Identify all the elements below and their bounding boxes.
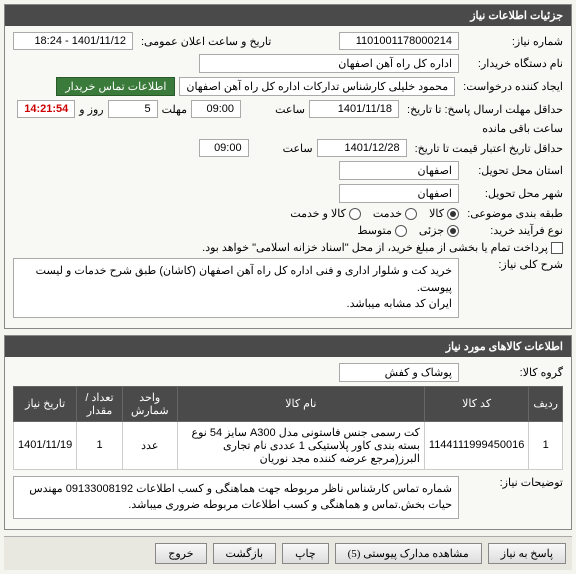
province-label: استان محل تحویل: (463, 164, 563, 177)
col-row: ردیف (529, 386, 563, 421)
need-no-value: 1101001178000214 (339, 32, 459, 50)
radio-service-circle (405, 208, 417, 220)
panel1-body: شماره نیاز: 1101001178000214 تاریخ و ساع… (5, 26, 571, 328)
print-button[interactable]: چاپ (282, 543, 329, 564)
radio-service[interactable]: خدمت (373, 207, 417, 220)
notes-text: شماره تماس کارشناس ناظر مربوطه جهت هماهن… (13, 476, 459, 519)
radio-service-label: خدمت (373, 207, 402, 220)
radio-partial[interactable]: جزئی (419, 224, 459, 237)
cell-name: کت رسمی جنس فاستونی مدل A300 سایز 54 نوع… (177, 421, 424, 469)
radio-goods-label: کالا (429, 207, 444, 220)
process-label: نوع فرآیند خرید: (463, 224, 563, 237)
cell-date: 1401/11/19 (14, 421, 77, 469)
summary-label: شرح کلی نیاز: (463, 258, 563, 271)
city-value: اصفهان (339, 184, 459, 203)
payment-checkbox (551, 242, 563, 254)
return-button[interactable]: بازگشت (213, 543, 277, 564)
radio-both-label: کالا و خدمت (290, 207, 346, 220)
requester-value: محمود خلیلی کارشناس تدارکات اداره کل راه… (179, 77, 455, 96)
validity-label: حداقل تاریخ اعتبار قیمت تا تاریخ: (411, 142, 563, 155)
province-value: اصفهان (339, 161, 459, 180)
buyer-label: نام دستگاه خریدار: (463, 57, 563, 70)
group-value: پوشاک و کفش (339, 363, 459, 382)
city-label: شهر محل تحویل: (463, 187, 563, 200)
cell-code: 1144111999450016 (424, 421, 528, 469)
radio-mid-circle (395, 225, 407, 237)
need-no-label: شماره نیاز: (463, 35, 563, 48)
exit-button[interactable]: خروج (155, 543, 206, 564)
announce-value: 1401/11/12 - 18:24 (13, 32, 133, 50)
radio-goods[interactable]: کالا (429, 207, 459, 220)
table-header-row: ردیف کد کالا نام کالا واحد شمارش تعداد /… (14, 386, 563, 421)
deadline-label: حداقل مهلت ارسال پاسخ: تا تاریخ: (403, 103, 563, 116)
subject-radio-group: کالا خدمت کالا و خدمت (290, 207, 459, 220)
footer-buttons: پاسخ به نیاز مشاهده مدارک پیوستی (5) چاپ… (4, 536, 572, 570)
col-name: نام کالا (177, 386, 424, 421)
col-unit: واحد شمارش (122, 386, 177, 421)
group-label: گروه کالا: (463, 366, 563, 379)
subject-label: طبقه بندی موضوعی: (463, 207, 563, 220)
radio-partial-label: جزئی (419, 224, 444, 237)
gap-label: مهلت (162, 103, 187, 116)
radio-both-circle (349, 208, 361, 220)
time-label-1: ساعت (245, 103, 305, 116)
validity-date: 1401/12/28 (317, 139, 407, 157)
contact-info-link[interactable]: اطلاعات تماس خریدار (56, 77, 175, 96)
announce-label: تاریخ و ساعت اعلان عمومی: (137, 35, 271, 48)
attachments-button[interactable]: مشاهده مدارک پیوستی (5) (335, 543, 482, 564)
cell-idx: 1 (529, 421, 563, 469)
summary-text: خرید کت و شلوار اداری و فنی اداره کل راه… (13, 258, 459, 318)
days-label: روز و (79, 103, 103, 116)
deadline-date: 1401/11/18 (309, 100, 399, 118)
deadline-time: 09:00 (191, 100, 241, 118)
radio-goods-circle (447, 208, 459, 220)
radio-mid[interactable]: متوسط (357, 224, 407, 237)
col-code: کد کالا (424, 386, 528, 421)
requester-label: ایجاد کننده درخواست: (459, 80, 563, 93)
table-row: 1 1144111999450016 کت رسمی جنس فاستونی م… (14, 421, 563, 469)
panel2-body: گروه کالا: پوشاک و کفش ردیف کد کالا نام … (5, 357, 571, 529)
goods-info-panel: اطلاعات کالاهای مورد نیاز گروه کالا: پوش… (4, 335, 572, 530)
radio-both[interactable]: کالا و خدمت (290, 207, 361, 220)
col-qty: تعداد / مقدار (77, 386, 122, 421)
notes-label: توضیحات نیاز: (463, 476, 563, 489)
radio-mid-label: متوسط (357, 224, 392, 237)
cell-qty: 1 (77, 421, 122, 469)
validity-time: 09:00 (199, 139, 249, 157)
radio-partial-circle (447, 225, 459, 237)
process-radio-group: جزئی متوسط (357, 224, 459, 237)
deadline-gap: 5 (108, 100, 158, 118)
need-details-panel: جزئیات اطلاعات نیاز شماره نیاز: 11010011… (4, 4, 572, 329)
panel2-header: اطلاعات کالاهای مورد نیاز (5, 336, 571, 357)
respond-button[interactable]: پاسخ به نیاز (488, 543, 566, 564)
cell-unit: عدد (122, 421, 177, 469)
panel1-header: جزئیات اطلاعات نیاز (5, 5, 571, 26)
remaining-label: ساعت باقی مانده (482, 122, 563, 135)
time-label-2: ساعت (253, 142, 313, 155)
payment-note: پرداخت تمام یا بخشی از مبلغ خرید، از محل… (202, 241, 548, 254)
buyer-value: اداره کل راه آهن اصفهان (199, 54, 459, 73)
goods-table: ردیف کد کالا نام کالا واحد شمارش تعداد /… (13, 386, 563, 470)
countdown-timer: 14:21:54 (17, 100, 75, 118)
payment-checkbox-item[interactable]: پرداخت تمام یا بخشی از مبلغ خرید، از محل… (202, 241, 563, 254)
col-date: تاریخ نیاز (14, 386, 77, 421)
